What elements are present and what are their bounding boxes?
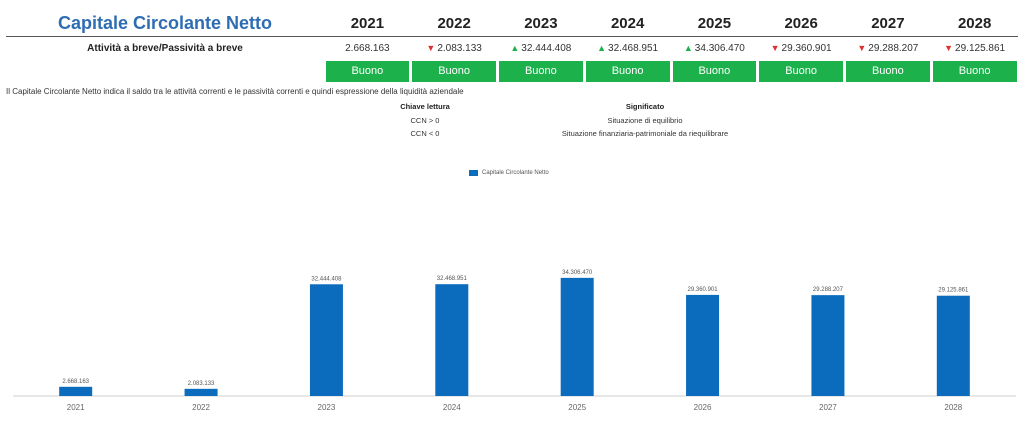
x-tick-label: 2022	[192, 403, 210, 412]
trend-arrow-icon: ▲	[597, 42, 607, 53]
value-text: 29.125.861	[955, 42, 1006, 54]
rating-badge: Buono	[499, 60, 583, 82]
trend-arrow-icon: ▲	[683, 42, 693, 53]
ratings-row: Buono Buono Buono Buono Buono Buono Buon…	[6, 59, 1018, 83]
data-label: 32.444.408	[311, 276, 342, 282]
legend-label: Capitale Circolante Netto	[482, 170, 549, 176]
meaning-column-header: Significato	[625, 102, 665, 112]
trend-arrow-icon: ▼	[944, 42, 954, 53]
value-text: 2.083.133	[437, 42, 482, 54]
value-text: 2.668.163	[345, 42, 390, 54]
data-label: 32.468.951	[437, 276, 468, 282]
x-tick-label: 2021	[67, 403, 85, 412]
trend-arrow-icon: ▲	[510, 42, 520, 53]
key-table-row: CCN > 0 Situazione di equilibrio	[370, 114, 810, 128]
key-column-header: Chiave lettura	[400, 102, 450, 112]
bar-2028	[936, 295, 970, 396]
value-cell: ▼ 29.125.861	[931, 43, 1018, 54]
bar-2021	[59, 386, 93, 396]
value-cell: ▲ 34.306.470	[671, 43, 758, 54]
trend-arrow-icon: ▼	[770, 42, 780, 53]
x-tick-label: 2027	[819, 403, 837, 412]
meaning-cell: Situazione finanziaria-patrimoniale da r…	[561, 129, 729, 139]
trend-arrow-icon: ▼	[857, 42, 867, 53]
legend-swatch-icon	[469, 170, 478, 176]
x-tick-label: 2025	[568, 403, 586, 412]
value-cell: ▲ 32.468.951	[584, 43, 671, 54]
bar-2026	[686, 294, 720, 396]
x-tick-label: 2026	[694, 403, 712, 412]
summary-table: Capitale Circolante Netto 2021 2022 2023…	[6, 10, 1018, 83]
trend-arrow-icon: ▼	[426, 42, 436, 53]
x-tick-label: 2023	[318, 403, 336, 412]
chart-legend: Capitale Circolante Netto	[469, 170, 549, 176]
meaning-cell: Situazione di equilibrio	[607, 115, 683, 125]
rating-badge: Buono	[846, 60, 930, 82]
year-header: 2023	[524, 14, 558, 32]
rating-badge: Buono	[412, 60, 496, 82]
value-text: 32.468.951	[608, 42, 659, 54]
value-text: 32.444.408	[521, 42, 572, 54]
key-cell: CCN > 0	[410, 115, 440, 125]
page-title: Capitale Circolante Netto	[57, 12, 273, 33]
bar-2025	[560, 277, 594, 396]
x-tick-label: 2024	[443, 403, 461, 412]
value-text: 34.306.470	[694, 42, 745, 54]
data-label: 2.668.163	[62, 379, 89, 385]
bar-2023	[309, 284, 343, 396]
row-label: Attività a breve/Passività a breve	[87, 42, 243, 54]
data-label: 29.360.901	[688, 287, 719, 293]
key-table-row: CCN < 0 Situazione finanziaria-patrimoni…	[370, 127, 810, 141]
year-header-row: Capitale Circolante Netto 2021 2022 2023…	[6, 10, 1018, 37]
rating-badge: Buono	[585, 60, 670, 82]
reading-key-table: Chiave lettura Significato CCN > 0 Situa…	[370, 100, 810, 141]
year-header: 2028	[957, 14, 992, 32]
data-label: 34.306.470	[562, 270, 593, 276]
rating-badge: Buono	[672, 60, 757, 82]
x-tick-label: 2028	[944, 403, 962, 412]
key-table-header: Chiave lettura Significato	[370, 100, 810, 114]
year-header: 2026	[784, 14, 818, 32]
value-cell: ▼ 29.360.901	[758, 43, 845, 54]
value-cell: ▼ 2.083.133	[411, 43, 498, 54]
year-header: 2022	[437, 14, 471, 32]
rating-badge: Buono	[325, 60, 410, 82]
year-header: 2027	[871, 14, 905, 32]
description-text: Il Capitale Circolante Netto indica il s…	[6, 87, 464, 96]
value-cell: ▲ 32.444.408	[498, 43, 585, 54]
value-text: 29.288.207	[868, 42, 919, 54]
rating-badge: Buono	[932, 60, 1017, 82]
bar-2027	[811, 295, 845, 396]
bar-2022	[184, 388, 218, 396]
data-label: 29.288.207	[813, 287, 844, 293]
data-label: 2.083.133	[188, 381, 215, 387]
bar-2024	[435, 284, 469, 396]
data-label: 29.125.861	[938, 288, 969, 294]
year-header: 2025	[697, 14, 732, 32]
value-text: 29.360.901	[781, 42, 832, 54]
year-header: 2024	[610, 14, 645, 32]
key-cell: CCN < 0	[410, 129, 440, 139]
values-row: Attività a breve/Passività a breve 2.668…	[6, 37, 1018, 59]
value-cell: ▼ 29.288.207	[845, 43, 932, 54]
year-header: 2021	[350, 14, 385, 32]
rating-badge: Buono	[759, 60, 843, 82]
value-cell: 2.668.163	[324, 43, 411, 54]
